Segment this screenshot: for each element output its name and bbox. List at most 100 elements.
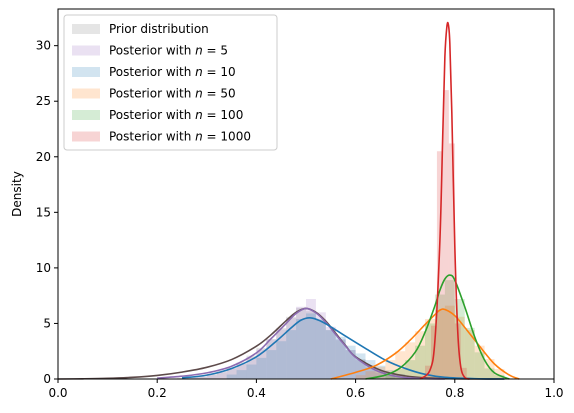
hist-bar-posterior-with-n-5-1 <box>196 376 207 379</box>
hist-bar-posterior-with-n-100-3 <box>415 345 426 379</box>
hist-bar-posterior-with-n-100-0 <box>385 374 396 379</box>
hist-bar-prior-distribution-1 <box>186 377 197 379</box>
hist-bar-posterior-with-n-10-2 <box>246 364 257 379</box>
plot-frame <box>57 8 555 380</box>
hist-bar-prior-distribution-2 <box>196 376 207 379</box>
hist-bar-posterior-with-n-50-6 <box>415 331 426 379</box>
hist-bar-posterior-with-n-5-5 <box>236 364 247 379</box>
x-tick-label-0-4: 0.4 <box>247 386 266 400</box>
hist-bar-posterior-with-n-5-10 <box>286 317 297 379</box>
kde-line-posterior-with-n-1000 <box>419 21 470 380</box>
hist-bar-posterior-with-n-5-9 <box>276 329 287 379</box>
x-tick-label-0-8: 0.8 <box>445 386 464 400</box>
hist-bar-prior-distribution-7 <box>246 355 257 379</box>
kde-line-posterior-with-n-50 <box>330 308 520 380</box>
legend-swatch-prior-distribution <box>72 24 100 34</box>
legend-swatch-posterior-with-n-5 <box>72 45 100 56</box>
legend-label-posterior-with-n-5: Posterior with n = 5 <box>109 44 228 58</box>
x-tick-label-0-6: 0.6 <box>346 386 365 400</box>
hist-bar-posterior-with-n-5-0 <box>186 377 197 379</box>
y-tick-label-15: 15 <box>36 205 51 219</box>
y-tick-label-25: 25 <box>36 94 51 108</box>
kde-lines-layer <box>57 21 520 380</box>
hist-bar-posterior-with-n-5-2 <box>206 375 217 379</box>
legend-swatch-posterior-with-n-1000 <box>72 131 100 142</box>
hist-bar-prior-distribution-16 <box>335 340 346 379</box>
hist-bar-posterior-with-n-10-14 <box>365 360 376 379</box>
legend-label-posterior-with-n-100: Posterior with n = 100 <box>109 108 243 122</box>
y-tick-label-5: 5 <box>43 316 51 330</box>
hist-bar-prior-distribution-5 <box>226 367 237 379</box>
hist-bar-posterior-with-n-10-5 <box>276 341 287 379</box>
hist-bar-posterior-with-n-10-3 <box>256 357 267 379</box>
hist-bar-posterior-with-n-10-11 <box>335 336 346 379</box>
hist-bar-posterior-with-n-100-5 <box>434 294 445 379</box>
hist-bar-posterior-with-n-50-12 <box>474 345 485 379</box>
hist-bar-posterior-with-n-5-18 <box>365 367 376 379</box>
legend-label-prior-distribution: Prior distribution <box>109 22 209 36</box>
hist-bar-posterior-with-n-5-13 <box>315 312 326 379</box>
hist-bar-posterior-with-n-50-11 <box>464 330 475 379</box>
y-tick-label-20: 20 <box>36 150 51 164</box>
hist-bar-posterior-with-n-5-16 <box>345 350 356 379</box>
hist-bar-posterior-with-n-5-14 <box>325 326 336 379</box>
kde-line-posterior-with-n-5 <box>157 307 445 380</box>
hist-bar-posterior-with-n-10-13 <box>355 353 366 379</box>
hist-bar-prior-distribution-22 <box>395 376 406 379</box>
hist-bar-posterior-with-n-5-4 <box>226 368 237 379</box>
y-tick-label-0: 0 <box>43 372 51 386</box>
x-tick-label-0-0: 0.0 <box>48 386 67 400</box>
hist-bar-prior-distribution-8 <box>256 347 267 379</box>
hist-bar-posterior-with-n-50-4 <box>395 351 406 379</box>
hist-bar-prior-distribution-9 <box>266 339 277 379</box>
hist-bar-posterior-with-n-5-12 <box>306 299 316 379</box>
hist-bar-posterior-with-n-10-8 <box>306 313 316 379</box>
hist-bar-posterior-with-n-5-6 <box>246 357 257 379</box>
hist-bar-prior-distribution-19 <box>365 365 376 379</box>
hist-bar-prior-distribution-18 <box>355 359 366 379</box>
kde-line-posterior-with-n-100 <box>365 274 510 380</box>
hist-bar-prior-distribution-6 <box>236 362 247 379</box>
hist-bar-posterior-with-n-1000-3 <box>442 90 449 380</box>
hist-bar-posterior-with-n-50-8 <box>434 310 445 379</box>
hist-bar-posterior-with-n-10-0 <box>226 374 237 379</box>
legend-swatch-posterior-with-n-10 <box>72 67 100 77</box>
legend: Prior distribution Posterior with n = 5 Po… <box>63 14 278 151</box>
hist-bar-posterior-with-n-10-9 <box>315 320 326 379</box>
hist-bar-posterior-with-n-100-9 <box>474 352 485 379</box>
x-tick-label-1-0: 1.0 <box>544 386 563 400</box>
hist-bar-prior-distribution-15 <box>325 330 336 379</box>
hist-bar-prior-distribution-3 <box>206 374 217 379</box>
hist-bar-posterior-with-n-100-6 <box>444 280 455 379</box>
hist-bar-posterior-with-n-50-9 <box>444 305 455 379</box>
hist-bar-posterior-with-n-50-14 <box>494 369 505 379</box>
axes-layer: 0.0 0.2 0.4 0.6 0.8 1.0 0 5 10 15 20 25 30 <box>36 39 564 400</box>
hist-bar-prior-distribution-20 <box>375 370 386 379</box>
hist-bar-posterior-with-n-100-4 <box>425 323 435 379</box>
hist-bar-posterior-with-n-1000-6 <box>460 367 467 379</box>
hist-bar-posterior-with-n-100-11 <box>494 375 505 379</box>
hist-bar-posterior-with-n-10-4 <box>266 350 277 379</box>
hist-bar-prior-distribution-10 <box>276 327 287 379</box>
hist-bar-posterior-with-n-50-3 <box>385 360 396 379</box>
legend-box <box>63 14 278 151</box>
hist-bar-posterior-with-n-5-15 <box>335 339 346 379</box>
legend-label-posterior-with-n-1000: Posterior with n = 1000 <box>109 130 251 144</box>
legend-swatch-posterior-with-n-50 <box>72 88 100 99</box>
hist-bar-posterior-with-n-100-8 <box>464 327 475 379</box>
hist-bar-posterior-with-n-50-1 <box>365 371 376 379</box>
hist-bar-prior-distribution-21 <box>385 374 396 379</box>
hist-bar-posterior-with-n-5-20 <box>385 376 396 379</box>
hist-bar-posterior-with-n-1000-5 <box>454 323 461 379</box>
x-tick-label-0-2: 0.2 <box>148 386 167 400</box>
hist-bar-posterior-with-n-5-8 <box>266 339 277 379</box>
hist-bar-posterior-with-n-10-10 <box>325 330 336 379</box>
legend-label-posterior-with-n-10: Posterior with n = 10 <box>109 65 236 79</box>
hist-bar-posterior-with-n-50-5 <box>405 342 416 379</box>
legend-label-posterior-with-n-50: Posterior with n = 50 <box>109 87 236 101</box>
hist-bar-prior-distribution-12 <box>296 307 306 379</box>
hist-bar-posterior-with-n-5-7 <box>256 349 267 379</box>
hist-bar-posterior-with-n-1000-2 <box>436 151 443 379</box>
hist-bar-prior-distribution-17 <box>345 350 356 379</box>
